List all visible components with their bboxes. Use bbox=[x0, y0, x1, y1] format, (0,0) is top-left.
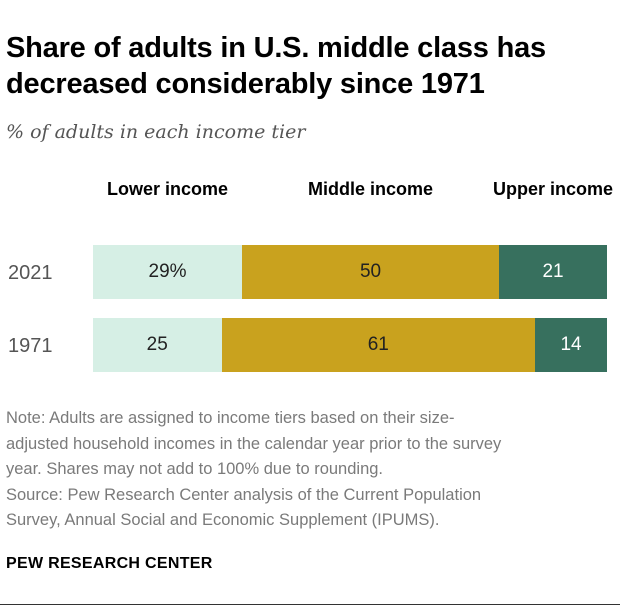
data-label: 21 bbox=[542, 261, 564, 282]
bottom-rule bbox=[0, 604, 620, 605]
source-line: Survey, Annual Social and Economic Suppl… bbox=[6, 511, 440, 529]
bar-segment-lower-1971: 25 bbox=[93, 318, 222, 372]
col-head-middle: Middle income bbox=[308, 179, 434, 199]
bar-1971: 25 61 14 bbox=[93, 318, 607, 372]
note-line: Note: Adults are assigned to income tier… bbox=[6, 409, 455, 427]
brand-logo-text: PEW RESEARCH CENTER bbox=[6, 555, 213, 572]
row-label-2021: 2021 bbox=[8, 262, 53, 284]
data-label: 29% bbox=[148, 261, 187, 282]
note-line: year. Shares may not add to 100% due to … bbox=[6, 460, 384, 478]
chart-subtitle: % of adults in each income tier bbox=[6, 121, 306, 143]
bar-2021: 29% 50 21 bbox=[93, 245, 607, 299]
data-label: 61 bbox=[367, 334, 389, 355]
row-label-1971: 1971 bbox=[8, 335, 53, 357]
bar-segment-upper-1971: 14 bbox=[535, 318, 607, 372]
bar-segment-upper-2021: 21 bbox=[499, 245, 607, 299]
col-head-upper: Upper income bbox=[493, 179, 614, 199]
note-line: adjusted household incomes in the calend… bbox=[6, 434, 502, 453]
data-label: 14 bbox=[560, 334, 582, 355]
col-head-lower: Lower income bbox=[107, 179, 229, 199]
chart-title: Share of adults in U.S. middle class has… bbox=[6, 32, 546, 100]
bar-segment-middle-2021: 50 bbox=[242, 245, 500, 299]
data-label: 25 bbox=[146, 334, 168, 355]
source-line: Source: Pew Research Center analysis of … bbox=[6, 485, 482, 504]
chart-note: Note: Adults are assigned to income tier… bbox=[6, 406, 618, 534]
data-label: 50 bbox=[359, 261, 382, 282]
bar-segment-middle-1971: 61 bbox=[221, 318, 536, 372]
bar-segment-lower-2021: 29% bbox=[93, 245, 243, 299]
